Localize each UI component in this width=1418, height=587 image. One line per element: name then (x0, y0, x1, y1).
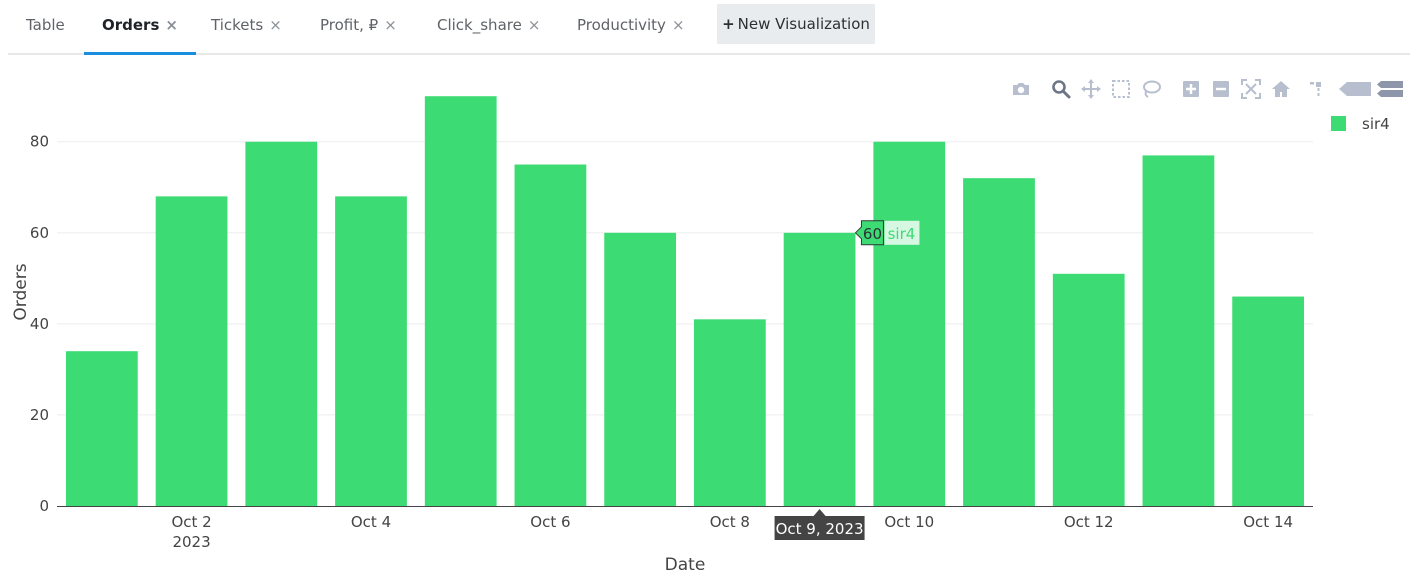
hover-closest-icon[interactable] (1338, 78, 1372, 100)
y-tick-label: 80 (30, 133, 49, 151)
close-icon[interactable]: × (165, 16, 178, 34)
camera-icon[interactable] (1010, 78, 1032, 100)
lasso-select-icon[interactable] (1140, 78, 1162, 100)
spike-lines-icon[interactable] (1308, 78, 1330, 100)
hover-x-label-box (774, 509, 865, 540)
bar[interactable] (514, 164, 587, 507)
x-tick-label: Oct 4 (351, 513, 391, 531)
bar[interactable] (783, 232, 856, 506)
legend-label: sir4 (1362, 115, 1390, 133)
box-select-icon[interactable] (1110, 78, 1132, 100)
hover-value-box (854, 220, 884, 246)
tab-orders[interactable]: Orders × (84, 0, 196, 55)
x-tick-label: Oct 10 (884, 513, 934, 531)
bar[interactable] (963, 178, 1035, 506)
bar[interactable] (424, 96, 497, 506)
y-tick-label: 0 (39, 497, 49, 515)
bar[interactable] (155, 196, 228, 506)
pan-icon[interactable] (1080, 78, 1102, 100)
bar[interactable] (65, 351, 138, 506)
bar[interactable] (335, 196, 407, 506)
new-visualization-button[interactable]: + New Visualization (717, 4, 875, 44)
tab-label: Click_share (437, 16, 522, 34)
hover-value: 60 (863, 225, 882, 243)
hover-x-label: Oct 9, 2023 (776, 520, 864, 538)
zoom-out-icon[interactable] (1210, 78, 1232, 100)
close-icon[interactable]: × (671, 16, 685, 34)
close-icon[interactable]: × (527, 16, 541, 34)
y-tick-label: 60 (30, 224, 49, 242)
tab-table[interactable]: Table (26, 0, 65, 53)
x-tick-label: Oct 12 (1064, 513, 1114, 531)
y-tick-label: 20 (30, 406, 49, 424)
x-tick-label: Oct 6 (530, 513, 570, 531)
x-tick-label: Oct 14 (1243, 513, 1293, 531)
tab-label: Table (26, 16, 65, 34)
x-tick-label: Oct 2 (171, 513, 211, 531)
tab-tickets[interactable]: Tickets × (211, 0, 282, 53)
bar[interactable] (604, 232, 677, 506)
legend-swatch[interactable] (1331, 116, 1346, 131)
x-axis-title: Date (665, 555, 706, 575)
tab-profit[interactable]: Profit, ₽ × (320, 0, 397, 53)
close-icon[interactable]: × (269, 16, 282, 34)
bar[interactable] (1142, 155, 1215, 506)
tab-label: Profit, ₽ (320, 16, 379, 34)
plus-icon: + (722, 15, 735, 33)
x-tick-sublabel: 2023 (172, 533, 210, 551)
hover-compare-icon[interactable] (1376, 78, 1404, 100)
y-tick-label: 40 (30, 315, 49, 333)
bar[interactable] (873, 141, 946, 506)
tab-bar: Table Orders × Tickets × Profit, ₽ × Click_… (8, 0, 1410, 55)
reset-axes-icon[interactable] (1270, 78, 1292, 100)
new-visualization-label: New Visualization (737, 15, 870, 33)
bar-chart: 0 20 40 60 80 Oct 2 2023 Oct 4 Oct 6 Oct 8 Oct 10 O… (11, 96, 1390, 575)
zoom-in-icon[interactable] (1180, 78, 1202, 100)
autoscale-icon[interactable] (1240, 78, 1262, 100)
tab-label: Productivity (577, 16, 666, 34)
hover-series-name: sir4 (888, 225, 916, 243)
tab-productivity[interactable]: Productivity × (577, 0, 685, 53)
bar[interactable] (693, 319, 766, 506)
tab-click-share[interactable]: Click_share × (437, 0, 540, 53)
close-icon[interactable]: × (384, 16, 397, 34)
y-axis-title: Orders (11, 263, 31, 320)
tab-label: Tickets (211, 16, 264, 34)
tab-label: Orders (102, 16, 160, 34)
hover-series-box (884, 220, 920, 245)
x-tick-label: Oct 8 (710, 513, 750, 531)
bar[interactable] (1052, 273, 1125, 506)
bar[interactable] (245, 141, 318, 506)
bar[interactable] (1232, 296, 1305, 506)
zoom-icon[interactable] (1050, 78, 1072, 100)
